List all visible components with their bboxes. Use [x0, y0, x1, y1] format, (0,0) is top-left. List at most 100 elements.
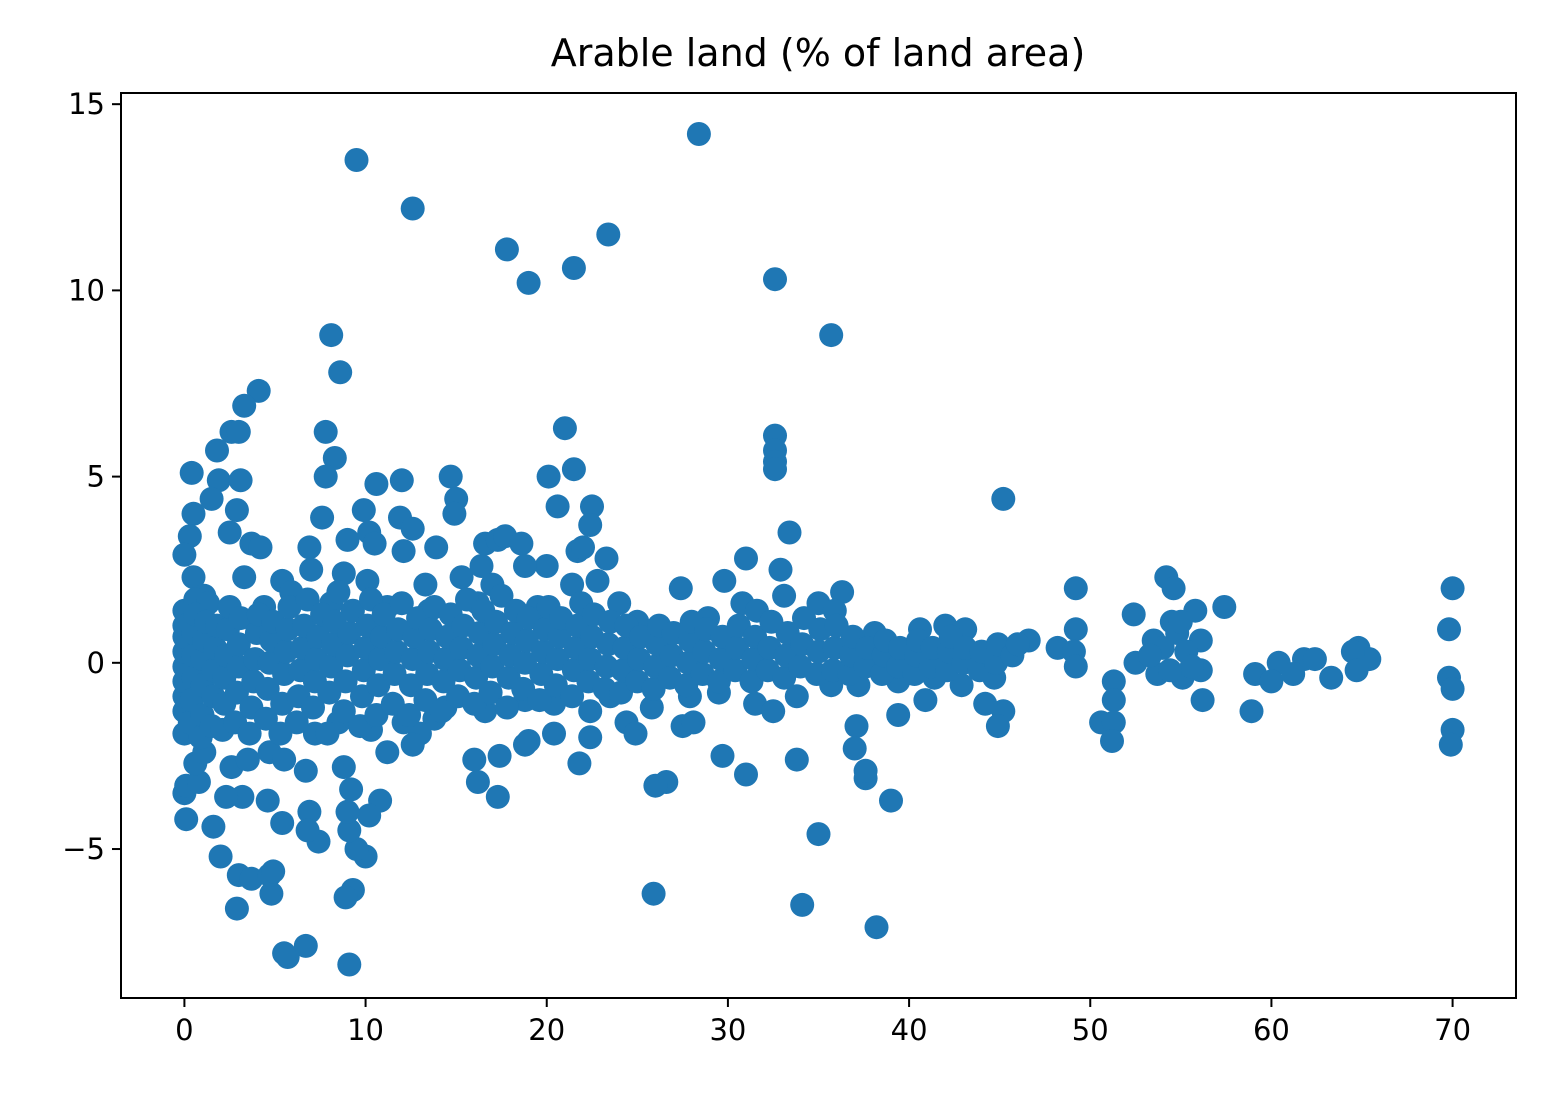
- data-point: [295, 587, 320, 612]
- data-point: [322, 446, 347, 470]
- data-point: [442, 501, 467, 526]
- plot-area-frame: [120, 92, 1517, 999]
- data-point: [310, 505, 335, 530]
- data-point: [949, 673, 974, 698]
- data-point: [319, 323, 344, 348]
- data-point: [1063, 617, 1088, 642]
- y-tick-label: 15: [68, 87, 105, 121]
- data-point: [1161, 576, 1186, 601]
- data-point: [389, 591, 414, 616]
- data-point: [1344, 658, 1369, 683]
- data-point: [255, 788, 280, 813]
- y-tick-label: −5: [62, 832, 105, 866]
- x-tick-label: 60: [1253, 1013, 1290, 1047]
- data-point: [259, 881, 284, 906]
- data-point: [177, 524, 202, 549]
- data-point: [784, 684, 809, 709]
- data-point: [594, 546, 619, 571]
- data-point: [973, 691, 998, 716]
- data-point: [228, 468, 253, 493]
- x-tick-label: 40: [891, 1013, 928, 1047]
- data-point: [331, 699, 356, 724]
- data-point: [181, 501, 206, 526]
- data-point: [509, 531, 534, 556]
- scatter-points: [172, 122, 1465, 977]
- data-point: [681, 710, 706, 735]
- data-point: [1168, 609, 1193, 634]
- data-point: [424, 535, 449, 560]
- data-point: [578, 699, 603, 724]
- data-point: [842, 736, 867, 761]
- data-point: [172, 542, 197, 567]
- data-point: [351, 498, 376, 523]
- data-point: [340, 598, 365, 623]
- data-point: [237, 721, 262, 746]
- data-point: [400, 196, 425, 221]
- data-point: [710, 743, 735, 768]
- data-point: [362, 531, 387, 556]
- data-point: [375, 740, 400, 765]
- data-point: [763, 457, 787, 482]
- data-point: [784, 747, 809, 772]
- y-tick-label: 0: [87, 646, 105, 680]
- data-point: [1340, 639, 1365, 664]
- data-point: [179, 460, 204, 485]
- data-point: [328, 360, 353, 385]
- data-point: [489, 583, 514, 608]
- data-point: [1319, 665, 1344, 690]
- data-point: [571, 535, 595, 560]
- data-point: [389, 468, 414, 493]
- data-point: [293, 933, 318, 958]
- data-point: [1005, 632, 1030, 657]
- x-tick-label: 20: [528, 1013, 565, 1047]
- data-point: [284, 710, 309, 735]
- data-point: [326, 580, 351, 605]
- data-point: [371, 602, 396, 627]
- data-point: [199, 486, 224, 511]
- data-point: [777, 520, 802, 545]
- data-point: [400, 732, 425, 757]
- data-point: [224, 498, 249, 523]
- data-point: [469, 554, 494, 578]
- data-point: [560, 684, 585, 709]
- data-point: [1212, 595, 1237, 619]
- data-point: [208, 844, 233, 869]
- data-point: [246, 378, 271, 403]
- data-point: [560, 572, 585, 597]
- data-point: [248, 535, 273, 560]
- data-point: [253, 706, 278, 731]
- data-point: [299, 557, 324, 582]
- x-tick-label: 50: [1072, 1013, 1109, 1047]
- data-point: [734, 546, 758, 571]
- data-point: [344, 148, 369, 172]
- data-point: [429, 699, 454, 724]
- y-tick-label: 5: [87, 460, 105, 494]
- data-point: [293, 758, 318, 783]
- data-point: [478, 680, 503, 705]
- data-point: [1440, 676, 1465, 701]
- data-point: [335, 527, 360, 552]
- data-point: [206, 468, 231, 493]
- data-point: [545, 494, 570, 519]
- data-point: [913, 688, 938, 713]
- data-point: [772, 583, 797, 608]
- data-point: [552, 416, 577, 441]
- data-point: [333, 885, 358, 910]
- y-tick-label: 10: [68, 273, 105, 307]
- data-point: [1239, 699, 1264, 724]
- data-point: [174, 807, 199, 832]
- data-point: [1259, 669, 1284, 694]
- data-point: [561, 457, 586, 482]
- data-point: [339, 777, 364, 802]
- data-point: [853, 758, 878, 783]
- data-point: [668, 576, 693, 601]
- data-point: [214, 784, 239, 809]
- data-point: [297, 799, 322, 824]
- data-point: [734, 762, 758, 787]
- data-point: [567, 751, 592, 776]
- data-point: [232, 393, 257, 418]
- data-point: [580, 494, 604, 519]
- data-point: [239, 866, 264, 891]
- data-point: [400, 516, 425, 541]
